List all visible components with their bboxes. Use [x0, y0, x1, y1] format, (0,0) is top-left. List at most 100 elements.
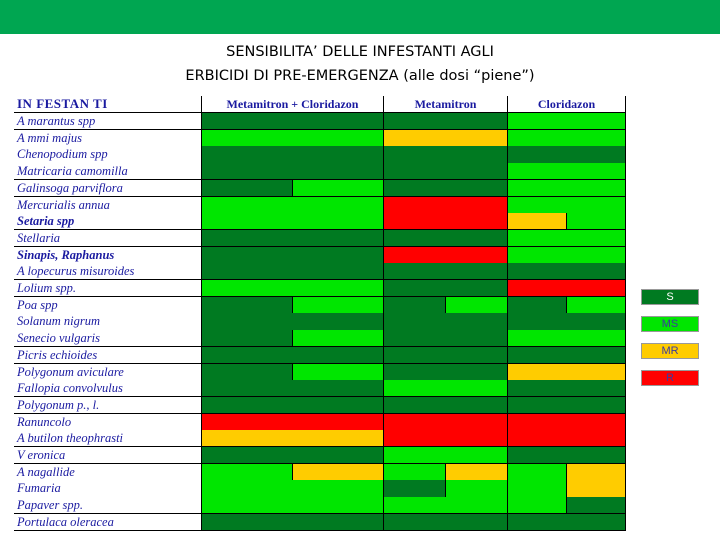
sensitivity-cell — [384, 146, 508, 164]
sensitivity-cell — [508, 497, 567, 515]
sensitivity-cell — [508, 246, 626, 264]
row-label: Fumaria — [14, 480, 202, 498]
sensitivity-cell — [384, 380, 508, 398]
sensitivity-cell — [202, 480, 384, 498]
sensitivity-cell — [202, 497, 384, 515]
sensitivity-cell — [384, 346, 508, 364]
row-label: Galinsoga parviflora — [14, 179, 202, 197]
sensitivity-cell — [384, 497, 508, 515]
row-label: Portulaca oleracea — [14, 513, 202, 531]
row-label: Fallopia convolvulus — [14, 380, 202, 398]
sensitivity-cell — [446, 296, 508, 314]
row-label: Setaria spp — [14, 213, 202, 231]
legend-item-s: S — [641, 289, 699, 305]
sensitivity-cell — [567, 296, 626, 314]
sensitivity-cell — [508, 229, 626, 248]
sensitivity-cell — [567, 213, 626, 231]
sensitivity-cell — [202, 246, 384, 264]
row-label: A marantus spp — [14, 113, 202, 131]
row-label: Sinapis, Raphanus — [14, 246, 202, 264]
row-label: A butilon theophrasti — [14, 430, 202, 448]
sensitivity-cell — [508, 447, 626, 465]
sensitivity-cell — [384, 246, 508, 264]
sensitivity-cell — [446, 480, 508, 498]
sensitivity-cell — [384, 296, 446, 314]
row-label: Matricaria camomilla — [14, 163, 202, 181]
sensitivity-cell — [202, 363, 293, 381]
sensitivity-cell — [508, 129, 626, 147]
row-label: A lopecurus misuroides — [14, 263, 202, 281]
row-label: Picris echioides — [14, 346, 202, 364]
sensitivity-cell — [384, 280, 508, 298]
sensitivity-cell — [508, 413, 626, 431]
sensitivity-cell — [202, 196, 384, 214]
sensitivity-cell — [293, 330, 384, 348]
sensitivity-cell — [567, 497, 626, 515]
sensitivity-cell — [384, 363, 508, 381]
sensitivity-cell — [384, 463, 446, 481]
sensitivity-cell — [384, 480, 446, 498]
title-line-2: ERBICIDI DI PRE-EMERGENZA (alle dosi “pi… — [185, 68, 535, 84]
sensitivity-cell — [384, 413, 508, 431]
row-label: Senecio vulgaris — [14, 330, 202, 348]
row-label: Poa spp — [14, 296, 202, 314]
row-label: Stellaria — [14, 229, 202, 248]
row-label: Polygonum aviculare — [14, 363, 202, 381]
sensitivity-cell — [202, 447, 384, 465]
sensitivity-cell — [202, 263, 384, 281]
sensitivity-table: IN FESTAN TI Metamitron + Cloridazon Metam… — [14, 96, 626, 531]
row-label: Polygonum p., l. — [14, 396, 202, 415]
sensitivity-cell — [384, 179, 508, 197]
column-header: Cloridazon — [508, 96, 626, 113]
sensitivity-cell — [508, 480, 567, 498]
sensitivity-cell — [202, 146, 384, 164]
sensitivity-cell — [384, 163, 508, 181]
sensitivity-cell — [508, 296, 567, 314]
sensitivity-cell — [202, 296, 293, 314]
column-header: Metamitron + Cloridazon — [202, 96, 384, 113]
sensitivity-cell — [202, 179, 293, 197]
sensitivity-cell — [384, 330, 508, 348]
sensitivity-cell — [508, 113, 626, 131]
sensitivity-cell — [508, 363, 626, 381]
sensitivity-cell — [384, 213, 508, 231]
sensitivity-cell — [508, 463, 567, 481]
sensitivity-cell — [384, 513, 508, 531]
row-label: Ranuncolo — [14, 413, 202, 431]
sensitivity-cell — [508, 346, 626, 364]
sensitivity-cell — [567, 463, 626, 481]
sensitivity-cell — [202, 280, 384, 298]
row-label: Solanum nigrum — [14, 313, 202, 331]
sensitivity-cell — [202, 413, 384, 431]
title-line-1: SENSIBILITA’ DELLE INFESTANTI AGLI — [226, 44, 494, 60]
sensitivity-cell — [508, 330, 626, 348]
sensitivity-cell — [508, 280, 626, 298]
row-label: Lolium spp. — [14, 280, 202, 298]
sensitivity-cell — [384, 447, 508, 465]
row-label: Papaver spp. — [14, 497, 202, 515]
sensitivity-cell — [293, 296, 384, 314]
page-title: SENSIBILITA’ DELLE INFESTANTI AGLI ERBIC… — [130, 40, 590, 88]
legend-item-r: R — [641, 370, 699, 386]
sensitivity-cell — [384, 229, 508, 248]
sensitivity-cell — [384, 313, 508, 331]
sensitivity-cell — [293, 363, 384, 381]
sensitivity-cell — [384, 263, 508, 281]
sensitivity-cell — [508, 313, 626, 331]
sensitivity-cell — [202, 513, 384, 531]
sensitivity-cell — [384, 396, 508, 415]
column-header: IN FESTAN TI — [14, 96, 202, 113]
row-label: Mercurialis annua — [14, 196, 202, 214]
sensitivity-cell — [202, 163, 384, 181]
sensitivity-cell — [384, 196, 508, 214]
sensitivity-cell — [202, 430, 384, 448]
sensitivity-cell — [202, 346, 384, 364]
sensitivity-cell — [508, 146, 626, 164]
legend-item-mr: MR — [641, 343, 699, 359]
sensitivity-cell — [202, 396, 384, 415]
row-label: V eronica — [14, 447, 202, 465]
sensitivity-cell — [202, 330, 293, 348]
row-label: A nagallide — [14, 463, 202, 481]
sensitivity-cell — [293, 179, 384, 197]
sensitivity-cell — [293, 463, 384, 481]
